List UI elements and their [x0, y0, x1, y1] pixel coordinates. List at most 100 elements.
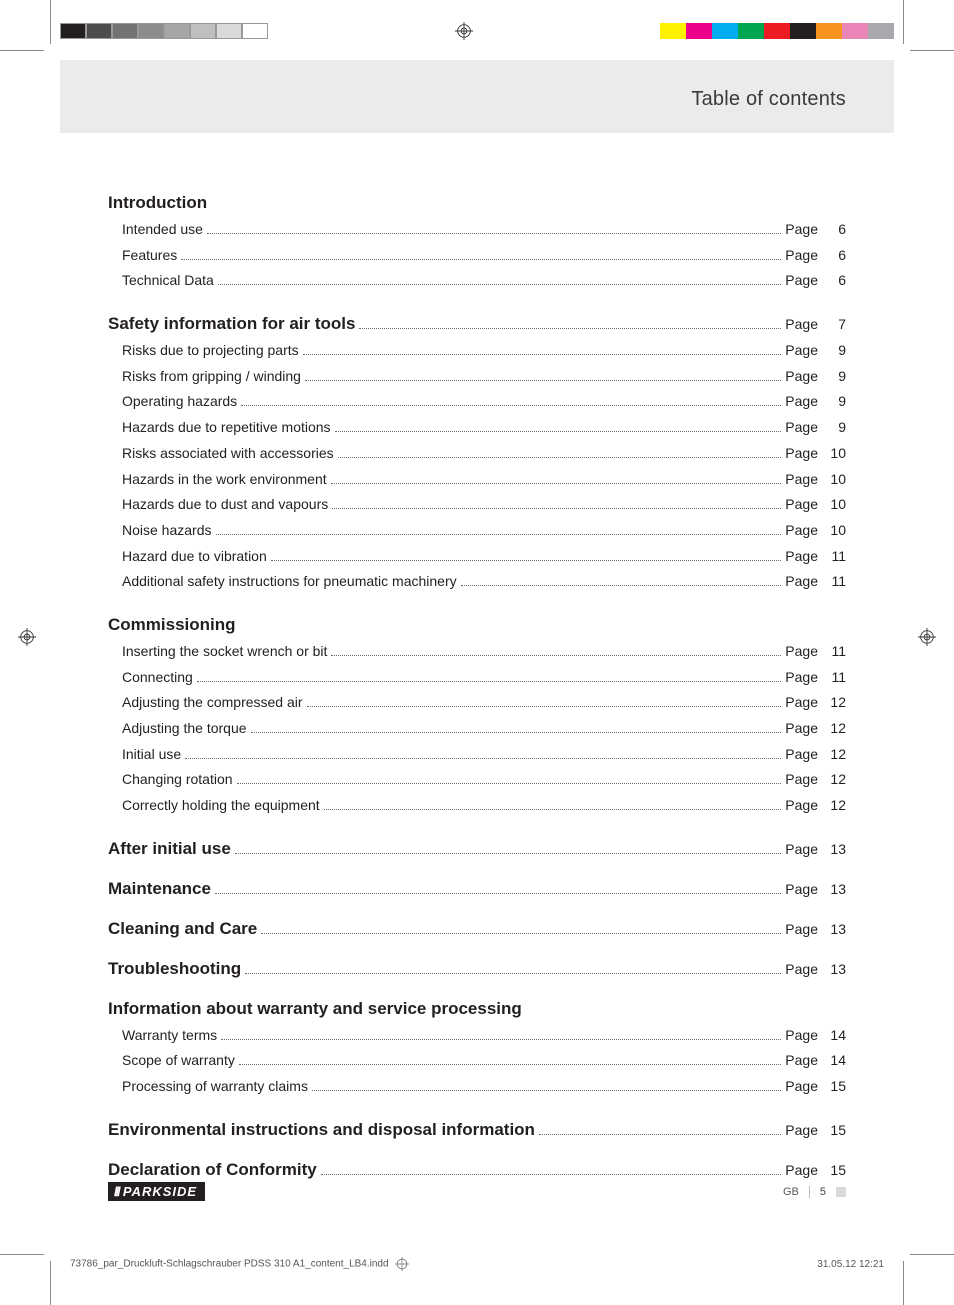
toc-page-number: 12: [824, 744, 846, 766]
toc-entry-title: Initial use: [122, 744, 181, 766]
toc-leader: [207, 233, 781, 234]
toc-page-number: 9: [824, 417, 846, 439]
toc-page-number: 10: [824, 520, 846, 542]
toc-entry-title: Changing rotation: [122, 769, 233, 791]
toc-section-title: Safety information for air tools: [108, 314, 355, 334]
footer-page-number: 5: [820, 1186, 826, 1198]
toc-section-heading: Cleaning and CarePage13: [108, 919, 846, 939]
toc-page-number: 11: [824, 641, 846, 663]
toc-section-heading: Environmental instructions and disposal …: [108, 1120, 846, 1140]
toc-leader: [461, 585, 782, 586]
toc-entry-title: Hazard due to vibration: [122, 546, 267, 568]
toc-leader: [321, 1174, 782, 1175]
toc-section-heading: IntroductionPage: [108, 193, 846, 213]
toc-entry-title: Processing of warranty claims: [122, 1076, 308, 1098]
toc-leader: [331, 655, 781, 656]
footer-lang: GB: [783, 1186, 810, 1198]
toc-page-number: 14: [824, 1050, 846, 1072]
toc-page-label: Page: [785, 546, 818, 568]
toc-page-number: 13: [824, 961, 846, 977]
imprint-line: 73786_par_Druckluft-Schlagschrauber PDSS…: [70, 1257, 884, 1271]
toc-entry-title: Intended use: [122, 219, 203, 241]
toc-page-number: 15: [824, 1122, 846, 1138]
toc-page-label: Page: [785, 340, 818, 362]
toc-page-label: Page: [785, 391, 818, 413]
page: Table of contents IntroductionPageIntend…: [0, 0, 954, 1305]
toc-page-label: Page: [785, 718, 818, 740]
toc-entry-title: Risks associated with accessories: [122, 443, 334, 465]
toc-page-number: 13: [824, 841, 846, 857]
toc-page-label: Page: [785, 1162, 818, 1178]
toc-leader: [312, 1090, 781, 1091]
toc-page-number: 12: [824, 769, 846, 791]
toc-leader: [324, 809, 782, 810]
brand-logo: ///PARKSIDE: [108, 1182, 205, 1201]
toc-leader: [539, 1134, 781, 1135]
toc-leader: [338, 457, 782, 458]
toc-page-label: Page: [785, 1076, 818, 1098]
toc-entry: Hazard due to vibrationPage11: [108, 544, 846, 570]
toc-entry: Hazards due to dust and vapoursPage10: [108, 492, 846, 518]
toc-section-heading: Declaration of ConformityPage15: [108, 1160, 846, 1180]
toc-page-label: Page: [785, 571, 818, 593]
toc-page-number: 15: [824, 1162, 846, 1178]
imprint-file: 73786_par_Druckluft-Schlagschrauber PDSS…: [70, 1257, 409, 1271]
toc-entry: Changing rotationPage12: [108, 767, 846, 793]
toc-page-label: Page: [785, 443, 818, 465]
toc-section-title: After initial use: [108, 839, 231, 859]
toc-leader: [221, 1039, 781, 1040]
toc-page-label: Page: [785, 667, 818, 689]
toc-entry: Processing of warranty claimsPage15: [108, 1074, 846, 1100]
toc-page-number: 12: [824, 692, 846, 714]
brand-text: PARKSIDE: [123, 1184, 197, 1199]
toc-entry-title: Hazards due to repetitive motions: [122, 417, 331, 439]
imprint-file-text: 73786_par_Druckluft-Schlagschrauber PDSS…: [70, 1259, 389, 1270]
toc-section-heading: CommissioningPage: [108, 615, 846, 635]
toc-page-label: Page: [785, 921, 818, 937]
toc-leader: [215, 893, 781, 894]
toc-entry-title: Connecting: [122, 667, 193, 689]
toc-section-heading: TroubleshootingPage13: [108, 959, 846, 979]
toc-page-number: 9: [824, 340, 846, 362]
toc-entry: Hazards in the work environmentPage10: [108, 467, 846, 493]
toc-page-label: Page: [785, 417, 818, 439]
imprint-datetime: 31.05.12 12:21: [817, 1259, 884, 1270]
toc-leader: [359, 328, 781, 329]
toc-section-title: Introduction: [108, 193, 207, 213]
toc-section: Declaration of ConformityPage15: [108, 1160, 846, 1180]
toc-page-label: Page: [785, 245, 818, 267]
registration-mark-icon: [918, 628, 936, 646]
toc-page-label: Page: [785, 366, 818, 388]
toc-leader: [245, 973, 781, 974]
toc-entry: Adjusting the torquePage12: [108, 716, 846, 742]
toc-page-label: Page: [785, 1050, 818, 1072]
toc-leader: [216, 534, 782, 535]
toc-entry-title: Inserting the socket wrench or bit: [122, 641, 327, 663]
toc-section-title: Environmental instructions and disposal …: [108, 1120, 535, 1140]
toc-section: Safety information for air toolsPage7Ris…: [108, 314, 846, 595]
toc-leader: [335, 431, 782, 432]
toc-leader: [185, 758, 781, 759]
toc-leader: [271, 560, 782, 561]
toc-entry-title: Hazards in the work environment: [122, 469, 327, 491]
toc-section: Environmental instructions and disposal …: [108, 1120, 846, 1140]
toc-entry: ConnectingPage11: [108, 665, 846, 691]
toc-leader: [332, 508, 781, 509]
toc-section: TroubleshootingPage13: [108, 959, 846, 979]
footer-right: GB 5: [783, 1186, 846, 1198]
registration-mark-icon: [395, 1257, 409, 1271]
toc-entry-title: Risks due to projecting parts: [122, 340, 299, 362]
toc-entry-title: Scope of warranty: [122, 1050, 235, 1072]
toc-section-heading: MaintenancePage13: [108, 879, 846, 899]
toc-page-number: 6: [824, 219, 846, 241]
toc-entry: Risks due to projecting parts Page 9: [108, 338, 846, 364]
colorbar-right: [660, 23, 894, 39]
toc-entry: Warranty termsPage14: [108, 1023, 846, 1049]
toc-page-label: Page: [785, 219, 818, 241]
toc-page-number: 14: [824, 1025, 846, 1047]
toc-page-label: Page: [785, 795, 818, 817]
toc-page-label: Page: [785, 841, 818, 857]
toc-leader: [241, 405, 781, 406]
toc-section-title: Troubleshooting: [108, 959, 241, 979]
toc-entry-title: Warranty terms: [122, 1025, 217, 1047]
